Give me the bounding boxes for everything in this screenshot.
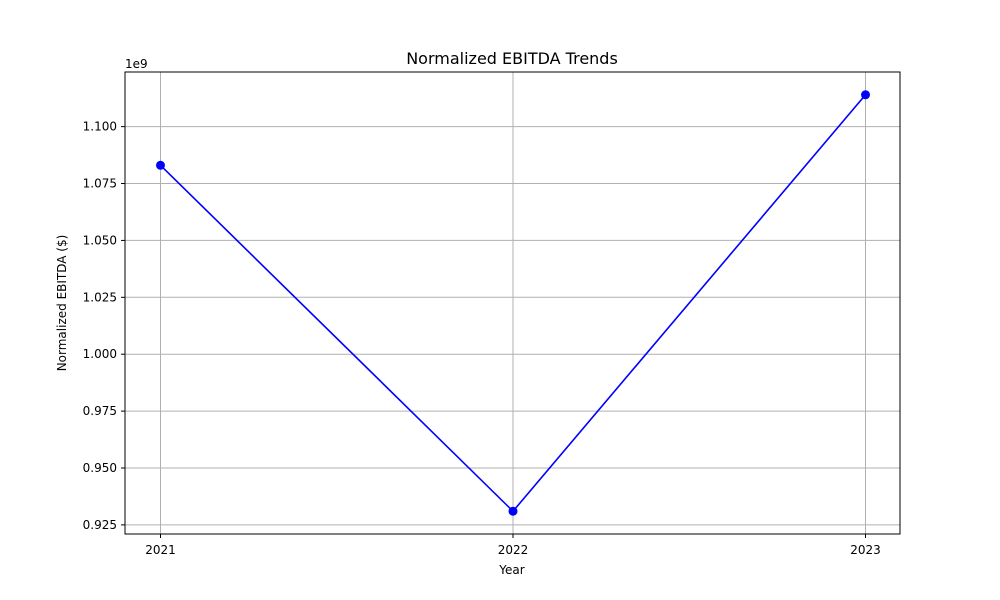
y-offset-label: 1e9	[125, 57, 148, 71]
series-layer	[156, 90, 870, 516]
y-tick-label: 1.000	[83, 347, 117, 361]
y-tick-label: 1.100	[83, 120, 117, 134]
x-tick-label: 2021	[145, 543, 176, 557]
x-tick-label: 2023	[850, 543, 881, 557]
y-tick-label: 0.950	[83, 461, 117, 475]
x-axis-label: Year	[498, 563, 524, 577]
y-tick-label: 1.075	[83, 177, 117, 191]
y-tick-label: 1.025	[83, 290, 117, 304]
data-point	[861, 90, 870, 100]
x-axis: 2021 2022 2023	[145, 534, 881, 557]
x-tick-label: 2022	[498, 543, 529, 557]
data-point	[156, 160, 165, 170]
y-tick-label: 0.975	[83, 404, 117, 418]
y-tick-label: 1.050	[83, 233, 117, 247]
chart-title: Normalized EBITDA Trends	[406, 49, 618, 68]
y-axis-label: Normalized EBITDA ($)	[55, 235, 69, 372]
data-point	[508, 506, 518, 516]
y-tick-label: 0.925	[83, 518, 117, 532]
y-axis: 0.925 0.950 0.975 1.000 1.025 1.050 1.075 1.100	[83, 120, 125, 532]
grid	[125, 72, 900, 534]
